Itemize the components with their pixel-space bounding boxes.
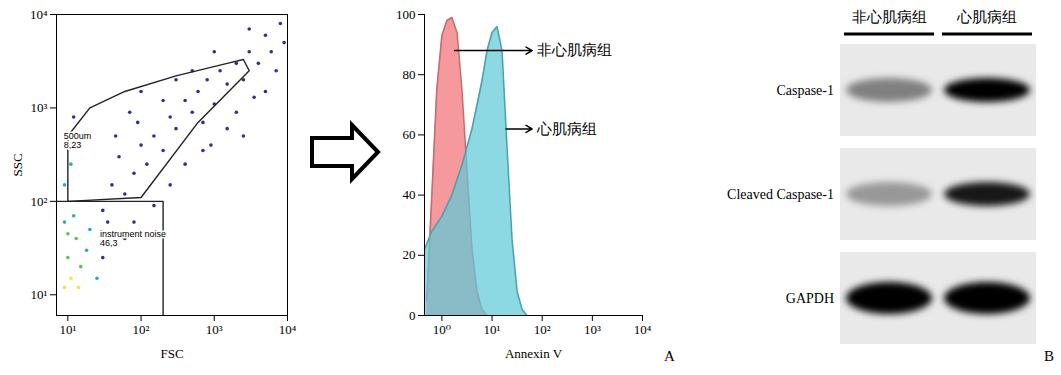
svg-text:10⁴: 10⁴ [634,322,652,337]
svg-text:GAPDH: GAPDH [786,291,834,306]
svg-text:FSC: FSC [160,346,183,361]
svg-text:10¹: 10¹ [31,287,48,302]
svg-text:instrument noise46,3: instrument noise46,3 [100,229,166,248]
svg-text:80: 80 [403,67,416,82]
svg-text:500um8,23: 500um8,23 [64,131,92,150]
svg-text:心肌病组: 心肌病组 [956,8,1017,25]
svg-text:Annexin V: Annexin V [505,346,563,361]
svg-text:60: 60 [403,127,416,142]
svg-text:心肌病组: 心肌病组 [536,120,597,137]
svg-text:SSC: SSC [10,153,25,176]
svg-text:10²: 10² [534,322,551,337]
svg-text:40: 40 [403,187,416,202]
svg-text:10⁰: 10⁰ [433,322,451,337]
html-text:A: A [664,348,675,364]
svg-text:0: 0 [409,308,416,323]
svg-text:10⁴: 10⁴ [279,322,297,337]
svg-text:非心肌病组: 非心肌病组 [852,8,927,25]
svg-text:Cleaved Caspase-1: Cleaved Caspase-1 [727,187,834,202]
svg-text:10³: 10³ [31,100,48,115]
svg-text:10¹: 10¹ [484,322,501,337]
svg-text:10³: 10³ [206,322,223,337]
svg-text:10¹: 10¹ [59,322,76,337]
svg-text:10³: 10³ [584,322,601,337]
svg-text:Caspase-1: Caspase-1 [776,83,834,98]
svg-text:100: 100 [396,7,416,22]
svg-text:10²: 10² [31,194,48,209]
html-text:B: B [1044,348,1054,364]
svg-text:10²: 10² [133,322,150,337]
svg-text:非心肌病组: 非心肌病组 [537,41,612,58]
svg-text:20: 20 [403,247,416,262]
svg-text:10⁴: 10⁴ [30,7,48,22]
